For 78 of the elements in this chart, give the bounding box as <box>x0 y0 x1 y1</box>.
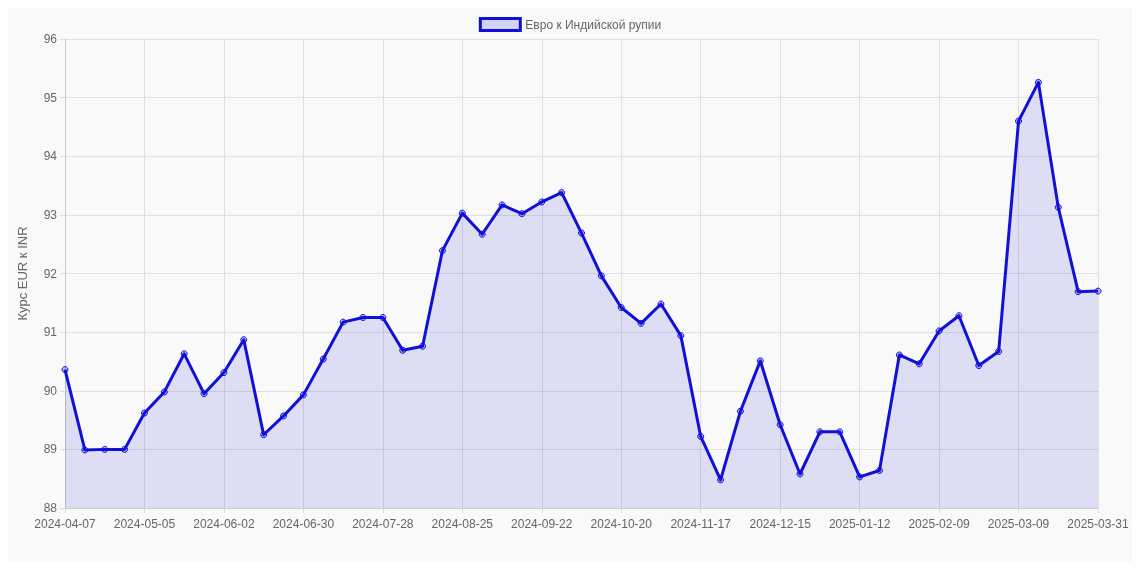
legend-label: Евро к Индийской рупии <box>525 17 662 32</box>
point <box>617 304 625 311</box>
point <box>339 318 347 326</box>
point <box>895 351 903 359</box>
point <box>160 388 168 396</box>
point <box>657 300 665 308</box>
point <box>816 428 824 436</box>
x-tick-label: 2025-01-12 <box>828 517 891 531</box>
point <box>220 369 228 377</box>
point <box>280 412 288 420</box>
point <box>61 366 69 374</box>
point <box>379 313 387 321</box>
point <box>260 431 268 439</box>
point <box>299 391 307 399</box>
point <box>856 473 864 481</box>
point <box>399 346 407 354</box>
point <box>458 209 466 217</box>
point <box>558 189 566 197</box>
point <box>419 342 427 350</box>
point <box>597 272 605 280</box>
x-tick-label: 2025-03-09 <box>987 517 1050 531</box>
point <box>637 319 645 327</box>
point <box>995 347 1003 355</box>
y-tick-label: 89 <box>43 442 58 457</box>
point <box>319 355 327 363</box>
point <box>498 201 506 209</box>
point <box>717 476 725 484</box>
x-tick-label: 2025-02-09 <box>908 517 971 531</box>
x-tick-label: 2024-07-28 <box>352 517 414 531</box>
y-tick-label: 88 <box>43 501 58 515</box>
point <box>81 446 89 454</box>
y-tick-label: 92 <box>43 266 58 281</box>
point <box>438 247 446 255</box>
point <box>1034 78 1042 86</box>
y-tick-label: 95 <box>43 90 58 105</box>
x-tick-label: 2025-03-31 <box>1067 517 1130 531</box>
point <box>180 350 188 358</box>
point <box>697 432 705 440</box>
point <box>359 313 367 321</box>
point <box>578 229 585 237</box>
point <box>140 409 148 417</box>
point <box>975 362 983 370</box>
x-tick-label: 2024-05-05 <box>113 517 176 531</box>
point <box>756 357 764 365</box>
point <box>1074 288 1082 296</box>
y-tick-label: 94 <box>43 149 58 164</box>
x-tick-label: 2024-10-20 <box>590 517 653 531</box>
point <box>955 312 963 320</box>
y-tick-label: 91 <box>43 325 58 340</box>
y-tick-label: 96 <box>43 32 58 46</box>
point <box>121 445 129 453</box>
y-tick-label: 93 <box>43 207 58 222</box>
point <box>240 336 248 344</box>
point <box>1094 287 1102 295</box>
y-axis-title: Курс EUR к INR <box>15 226 30 321</box>
point <box>101 445 109 453</box>
x-tick-label: 2024-09-22 <box>511 517 573 531</box>
point <box>1015 117 1023 125</box>
point <box>836 428 844 436</box>
x-tick-label: 2024-06-30 <box>272 517 335 531</box>
x-tick-label: 2024-12-15 <box>749 517 812 531</box>
x-tick-label: 2024-06-02 <box>193 517 255 531</box>
point <box>200 390 208 398</box>
y-tick-label: 90 <box>43 383 58 398</box>
point <box>796 470 804 478</box>
x-tick-label: 2024-08-25 <box>431 517 494 531</box>
point <box>776 421 784 429</box>
point <box>935 327 943 335</box>
point <box>538 198 546 206</box>
point <box>1054 203 1062 211</box>
point <box>875 466 883 474</box>
point <box>736 407 744 415</box>
point <box>478 230 486 238</box>
x-tick-label: 2024-11-17 <box>670 517 732 531</box>
point <box>518 210 526 218</box>
x-tick-label: 2024-04-07 <box>34 517 97 531</box>
point <box>915 360 923 368</box>
point <box>677 332 685 340</box>
